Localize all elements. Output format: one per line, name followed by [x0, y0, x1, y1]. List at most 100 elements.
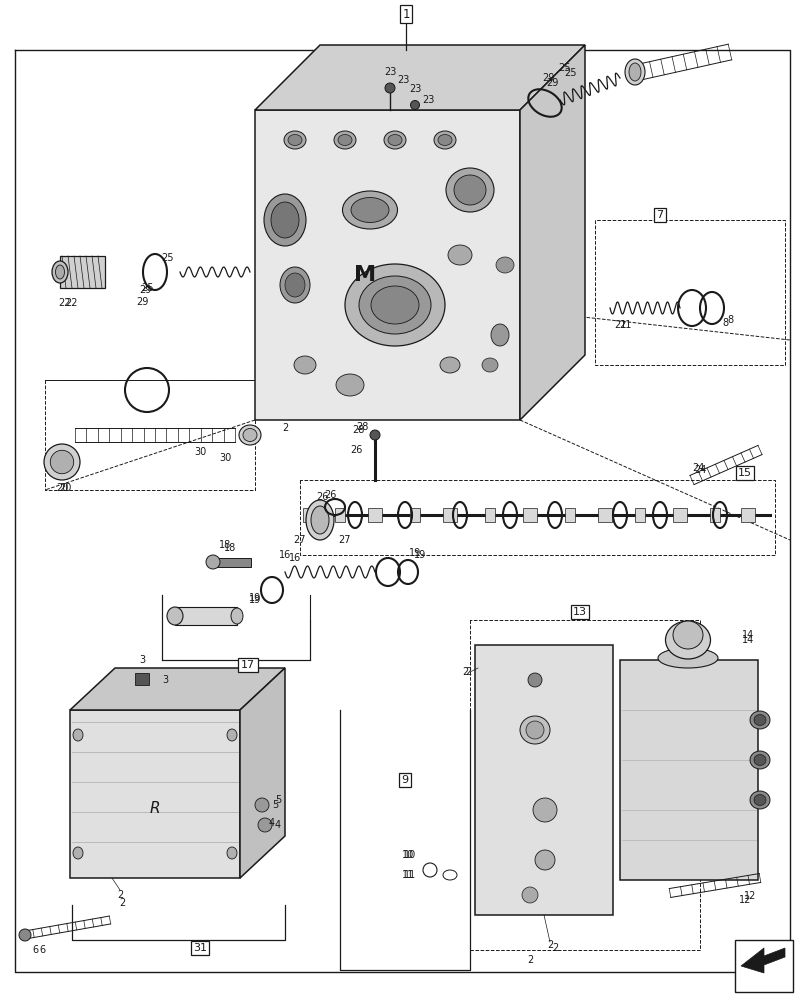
Bar: [734, 940, 792, 992]
Text: 2: 2: [461, 667, 468, 677]
Ellipse shape: [672, 621, 702, 649]
Bar: [410, 508, 419, 522]
Text: 22: 22: [66, 298, 78, 308]
Text: 18: 18: [219, 540, 231, 550]
Ellipse shape: [337, 134, 351, 146]
Ellipse shape: [350, 198, 388, 223]
Text: 14: 14: [741, 635, 753, 645]
Text: 23: 23: [408, 84, 421, 94]
Ellipse shape: [294, 356, 315, 374]
Ellipse shape: [753, 754, 765, 766]
Text: 19: 19: [409, 548, 421, 558]
Text: 29: 29: [135, 297, 148, 307]
Text: 10: 10: [401, 850, 414, 860]
Text: 19: 19: [248, 593, 261, 603]
Text: 4: 4: [268, 818, 275, 828]
Text: 28: 28: [355, 422, 367, 432]
Text: 3: 3: [139, 655, 145, 665]
Ellipse shape: [624, 59, 644, 85]
Text: 4: 4: [275, 820, 281, 830]
Ellipse shape: [753, 714, 765, 726]
Ellipse shape: [453, 175, 486, 205]
Bar: [303, 508, 316, 522]
Text: 5: 5: [275, 795, 281, 805]
Text: 17: 17: [241, 660, 255, 670]
Ellipse shape: [749, 751, 769, 769]
Text: 31: 31: [193, 943, 207, 953]
Ellipse shape: [342, 191, 397, 229]
Ellipse shape: [285, 273, 305, 297]
Bar: [620, 660, 757, 880]
Bar: [564, 508, 574, 522]
Circle shape: [44, 444, 80, 480]
Ellipse shape: [657, 648, 717, 668]
Text: 9: 9: [401, 775, 408, 785]
Ellipse shape: [629, 63, 640, 81]
Ellipse shape: [242, 428, 257, 442]
Circle shape: [370, 430, 380, 440]
Bar: [175, 607, 237, 625]
Text: 12: 12: [738, 895, 750, 905]
Bar: [522, 508, 536, 522]
Ellipse shape: [749, 791, 769, 809]
Text: R: R: [149, 801, 160, 816]
Text: 23: 23: [397, 75, 409, 85]
Ellipse shape: [433, 131, 456, 149]
Ellipse shape: [440, 357, 460, 373]
Text: 2: 2: [118, 898, 125, 908]
Ellipse shape: [271, 202, 298, 238]
Text: 15: 15: [737, 468, 751, 478]
Text: 21: 21: [613, 320, 625, 330]
Text: 16: 16: [289, 553, 301, 563]
Ellipse shape: [284, 131, 306, 149]
Text: 2: 2: [526, 955, 533, 965]
Ellipse shape: [311, 506, 328, 534]
Bar: [484, 508, 495, 522]
Text: 1: 1: [401, 8, 410, 21]
Text: 2: 2: [281, 423, 288, 433]
Ellipse shape: [264, 194, 306, 246]
Text: 27: 27: [294, 535, 306, 545]
Bar: [335, 508, 345, 522]
Ellipse shape: [227, 729, 237, 741]
Ellipse shape: [371, 286, 418, 324]
Ellipse shape: [167, 607, 182, 625]
Circle shape: [50, 450, 74, 474]
Ellipse shape: [384, 131, 406, 149]
Polygon shape: [255, 110, 519, 420]
Text: 8: 8: [721, 318, 727, 328]
Bar: [367, 508, 381, 522]
Ellipse shape: [230, 608, 242, 624]
Bar: [60, 256, 105, 288]
Ellipse shape: [753, 794, 765, 805]
Bar: [135, 673, 148, 685]
Circle shape: [255, 798, 268, 812]
Text: 2: 2: [117, 890, 123, 900]
Text: 26: 26: [324, 490, 336, 500]
Text: 6: 6: [32, 945, 38, 955]
Text: 29: 29: [541, 73, 553, 83]
Ellipse shape: [52, 261, 68, 283]
Polygon shape: [519, 45, 584, 420]
Text: 6: 6: [39, 945, 45, 955]
Polygon shape: [70, 668, 285, 710]
Text: 11: 11: [403, 870, 415, 880]
Bar: [740, 508, 754, 522]
Ellipse shape: [448, 245, 471, 265]
Bar: [443, 508, 457, 522]
Text: 14: 14: [741, 630, 753, 640]
Text: 18: 18: [224, 543, 236, 553]
Text: 12: 12: [743, 891, 755, 901]
Bar: [474, 645, 612, 915]
Text: 26: 26: [315, 492, 328, 502]
Text: 19: 19: [248, 595, 261, 605]
Ellipse shape: [280, 267, 310, 303]
Text: 21: 21: [618, 320, 630, 330]
Ellipse shape: [336, 374, 363, 396]
Text: 5: 5: [272, 800, 278, 810]
Ellipse shape: [73, 847, 83, 859]
Text: 25: 25: [142, 283, 154, 293]
Ellipse shape: [333, 131, 355, 149]
Ellipse shape: [482, 358, 497, 372]
Text: 10: 10: [403, 850, 415, 860]
